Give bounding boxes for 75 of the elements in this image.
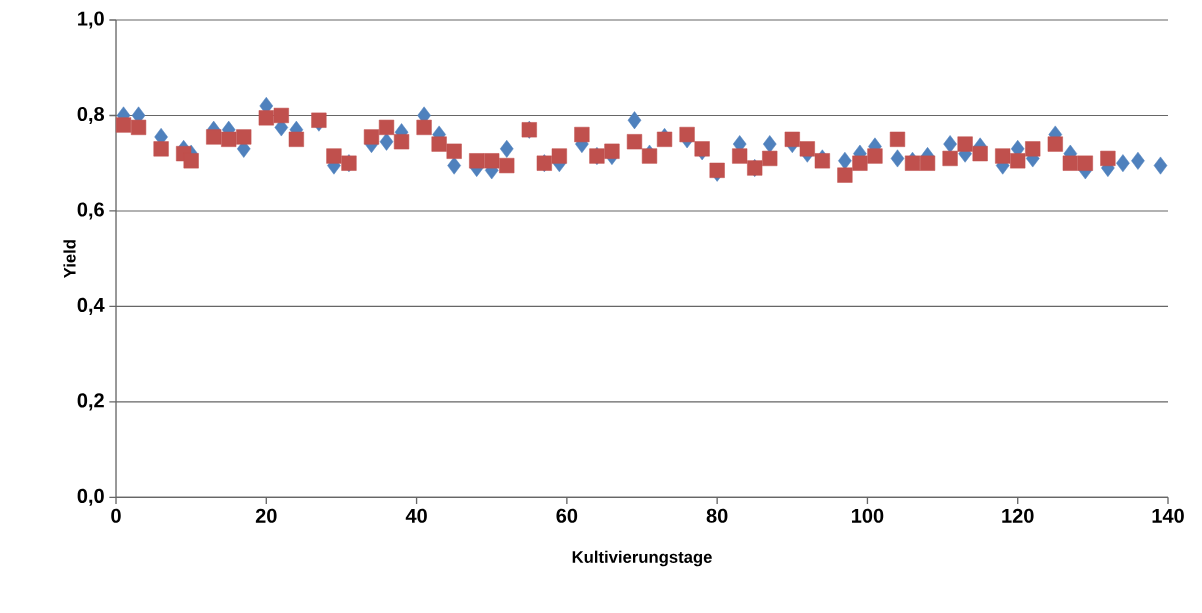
x-axis-title: Kultivierungstage [572, 550, 712, 567]
point [469, 153, 485, 169]
point [762, 150, 778, 167]
point [288, 131, 304, 147]
point [446, 143, 462, 159]
point [1047, 136, 1063, 152]
point [551, 148, 567, 164]
point [626, 134, 643, 150]
point [221, 131, 237, 147]
x-tick-label: 40 [405, 508, 427, 523]
point [447, 156, 461, 175]
point [499, 139, 514, 158]
point [363, 129, 380, 145]
point [814, 153, 830, 169]
point [499, 157, 515, 174]
point [799, 141, 815, 157]
point [784, 131, 800, 147]
point [1077, 155, 1093, 171]
point [115, 117, 132, 133]
point [838, 151, 852, 170]
x-tick-label: 80 [706, 508, 728, 523]
point [957, 136, 973, 152]
point [890, 149, 905, 168]
point [1025, 141, 1041, 157]
x-tick-label: 140 [1152, 508, 1184, 523]
y-tick-label: 0,4 [77, 297, 105, 315]
x-tick-label: 0 [111, 508, 121, 523]
x-tick-label: 60 [556, 508, 578, 523]
point [904, 155, 921, 171]
point [942, 150, 958, 167]
x-tick-label: 20 [255, 508, 277, 523]
point [1010, 153, 1026, 169]
point [273, 107, 289, 124]
y-tick-label: 0,6 [77, 202, 104, 220]
point [574, 126, 590, 143]
point [919, 155, 936, 171]
point [837, 167, 853, 183]
point [694, 141, 710, 157]
point [732, 148, 748, 164]
point [311, 112, 327, 128]
point [889, 131, 906, 147]
point [1116, 154, 1130, 173]
point [604, 143, 620, 159]
point [236, 129, 252, 145]
point [867, 148, 883, 164]
point [484, 153, 500, 169]
point [183, 153, 199, 169]
point [995, 148, 1011, 164]
point [641, 148, 658, 164]
point [1153, 156, 1168, 175]
x-tick-label: 120 [1002, 508, 1034, 523]
point [206, 129, 222, 145]
point [709, 162, 725, 178]
point [1131, 151, 1145, 170]
point [393, 134, 410, 150]
point [258, 110, 274, 126]
point [379, 132, 394, 151]
y-tick-label: 0,2 [77, 393, 104, 411]
y-tick-label: 1,0 [78, 11, 104, 29]
point [416, 119, 432, 135]
y-tick-label: 0,8 [77, 106, 105, 124]
point [852, 155, 868, 171]
point [972, 146, 988, 162]
y-axis-title: Yield [63, 240, 76, 278]
point [153, 141, 169, 157]
point [130, 119, 147, 135]
point [1062, 155, 1078, 171]
point [679, 126, 695, 143]
x-tick-label: 100 [852, 508, 884, 523]
y-tick-label: 0,0 [77, 488, 104, 506]
point [1100, 150, 1116, 167]
point [627, 111, 642, 130]
point [378, 119, 395, 135]
point [431, 136, 447, 152]
point [326, 148, 342, 164]
